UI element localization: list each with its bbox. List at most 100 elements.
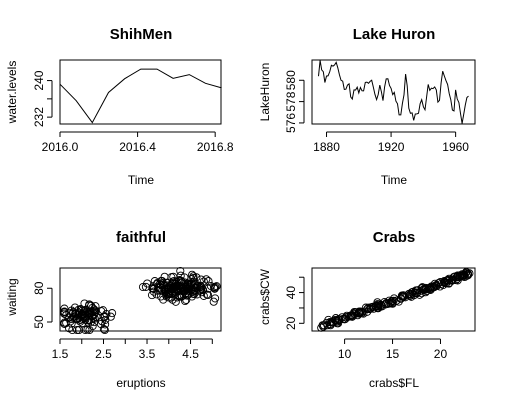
data-point <box>462 271 471 280</box>
data-point <box>405 289 414 298</box>
data-point <box>91 306 100 315</box>
y-tick-label: 80 <box>32 281 46 295</box>
y-tick-label: 580 <box>284 70 298 90</box>
data-point <box>62 318 71 328</box>
x-tick-label: 2.5 <box>95 347 112 361</box>
chart-title: Crabs <box>373 229 416 246</box>
data-point <box>190 286 199 295</box>
x-tick-label: 10 <box>338 347 352 361</box>
data-point <box>178 287 187 296</box>
data-point <box>204 277 213 286</box>
plot-frame <box>59 267 222 332</box>
x-axis-label: crabs$FL <box>369 376 419 390</box>
data-point <box>148 284 158 293</box>
x-tick-label: 4.5 <box>182 347 199 361</box>
data-point <box>368 302 377 311</box>
plot-frame <box>311 59 476 125</box>
data-point <box>417 286 426 295</box>
data-point <box>212 282 221 291</box>
y-axis-label: water.levels <box>5 61 19 125</box>
data-point <box>175 284 184 293</box>
data-point <box>88 321 97 331</box>
data-point <box>347 311 356 320</box>
data-point <box>176 266 185 276</box>
data-point <box>339 314 348 323</box>
y-tick-label: 578 <box>284 91 298 111</box>
data-point <box>60 304 69 313</box>
data-point <box>328 318 337 327</box>
data-point <box>358 307 367 316</box>
data-point <box>172 284 181 294</box>
panel-shihmen: ShihMen Time water.levels 2016.0 2016.4 20… <box>5 26 234 187</box>
data-point <box>108 309 117 318</box>
data-point <box>83 316 92 325</box>
data-point <box>170 289 179 299</box>
data-point <box>91 302 100 311</box>
data-point <box>197 288 206 297</box>
data-point <box>73 325 82 335</box>
x-tick-label: 2016.8 <box>197 140 234 154</box>
data-point <box>333 319 342 328</box>
data-point <box>60 307 69 316</box>
data-point <box>80 299 89 308</box>
x-tick-label: 20 <box>434 347 448 361</box>
plot-frame <box>311 267 476 332</box>
x-tick-label: 3.5 <box>139 347 156 361</box>
data-point <box>376 300 386 309</box>
x-tick-label: 1960 <box>442 140 469 154</box>
y-tick-label: 40 <box>284 286 298 300</box>
y-tick-label: 576 <box>284 113 298 133</box>
series-line <box>59 68 222 124</box>
data-point <box>427 283 436 292</box>
x-tick-label: 2016.4 <box>119 140 156 154</box>
data-point <box>196 275 206 284</box>
chart-title: Lake Huron <box>353 26 436 43</box>
panel-crabs: Crabs crabs$FL crabs$CW 10 15 20 20 40 <box>258 229 476 390</box>
data-point <box>189 273 198 283</box>
y-tick-label: 240 <box>32 70 46 90</box>
data-point <box>349 309 358 318</box>
data-point <box>382 300 391 309</box>
data-point <box>183 279 192 288</box>
data-point <box>77 311 86 320</box>
data-point <box>439 277 449 286</box>
data-point <box>99 325 108 334</box>
x-tick-label: 1920 <box>378 140 405 154</box>
y-axis-label: crabs$CW <box>258 268 272 325</box>
data-point <box>465 269 474 278</box>
chart-title: faithful <box>116 229 166 246</box>
data-point <box>409 287 418 296</box>
data-point <box>407 292 416 301</box>
data-point <box>451 276 461 285</box>
panel-faithful: faithful eruptions waiting 1.5 2.5 3.5 4.5 5… <box>5 229 222 390</box>
data-point <box>419 285 428 294</box>
data-point <box>206 281 215 291</box>
data-point <box>81 305 90 314</box>
data-point <box>138 282 148 292</box>
data-point <box>192 273 201 282</box>
x-axis-label: Time <box>381 173 408 187</box>
data-point <box>68 325 77 335</box>
x-axis-label: Time <box>128 173 155 187</box>
data-point <box>436 278 445 287</box>
data-point <box>72 309 81 318</box>
data-point <box>197 284 206 293</box>
x-tick-label: 1.5 <box>52 347 69 361</box>
data-point <box>211 294 220 303</box>
y-axis-label: LakeHuron <box>258 63 272 122</box>
panel-lake-huron: Lake Huron Time LakeHuron 1880 1920 1960 57… <box>258 26 476 187</box>
chart-title: ShihMen <box>110 26 173 43</box>
data-point <box>87 317 96 326</box>
data-point <box>317 323 326 332</box>
data-point <box>170 283 179 292</box>
y-tick-label: 20 <box>284 316 298 330</box>
y-tick-label: 50 <box>32 315 46 329</box>
x-tick-label: 15 <box>386 347 400 361</box>
data-point <box>100 325 109 335</box>
data-point <box>202 290 211 299</box>
y-axis-label: waiting <box>5 278 19 316</box>
x-axis-label: eruptions <box>116 376 165 390</box>
data-point <box>202 275 211 284</box>
data-point <box>447 276 456 285</box>
